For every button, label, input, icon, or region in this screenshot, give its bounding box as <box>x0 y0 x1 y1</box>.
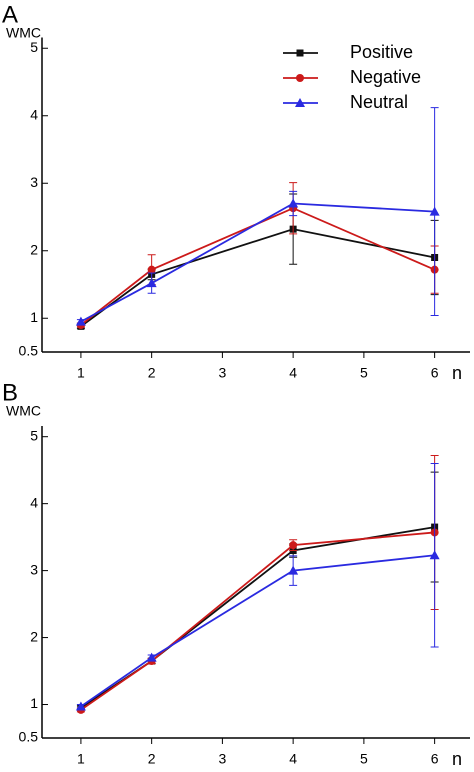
series-line <box>80 228 435 328</box>
y-tick-label: 2 <box>30 241 38 257</box>
marker <box>296 49 304 57</box>
x-tick-label: 4 <box>289 751 297 767</box>
x-tick-label: 4 <box>289 365 297 381</box>
y-tick-label: 3 <box>30 174 38 190</box>
x-tick-label: 2 <box>148 751 156 767</box>
marker <box>146 652 157 662</box>
marker <box>288 198 299 208</box>
y-tick-label: 4 <box>30 106 38 122</box>
panel-label: B <box>2 379 18 406</box>
series-line <box>80 554 435 708</box>
x-tick-label: 3 <box>218 751 226 767</box>
marker <box>296 74 304 82</box>
x-tick-label: 1 <box>77 751 85 767</box>
x-tick-label: 6 <box>431 751 439 767</box>
legend-label: Neutral <box>350 92 408 112</box>
marker <box>289 541 298 550</box>
y-tick-label: 3 <box>30 561 38 577</box>
y-tick-label: 5 <box>30 427 38 443</box>
marker <box>288 565 299 575</box>
marker <box>146 278 157 288</box>
series-line <box>80 207 435 326</box>
y-tick-label: 5 <box>30 39 38 55</box>
legend-label: Positive <box>350 42 413 62</box>
x-tick-label: 2 <box>148 365 156 381</box>
marker <box>295 98 305 107</box>
x-axis-label: n <box>452 749 462 769</box>
series-line <box>80 202 435 323</box>
marker <box>429 206 440 216</box>
y-tick-label: 0.5 <box>19 343 39 359</box>
marker <box>75 701 86 711</box>
y-tick-label: 1 <box>30 309 38 325</box>
series-line <box>80 531 435 711</box>
marker <box>147 265 156 274</box>
y-axis-label: WMC <box>6 25 41 41</box>
y-tick-label: 0.5 <box>19 729 39 745</box>
x-tick-label: 5 <box>360 751 368 767</box>
panel-label: A <box>2 1 18 28</box>
series-line <box>80 526 435 709</box>
x-tick-label: 6 <box>431 365 439 381</box>
x-axis-label: n <box>452 363 462 383</box>
legend-label: Negative <box>350 67 421 87</box>
x-tick-label: 5 <box>360 365 368 381</box>
x-tick-label: 3 <box>218 365 226 381</box>
marker <box>429 550 440 560</box>
marker <box>75 316 86 326</box>
y-axis-label: WMC <box>6 403 41 419</box>
y-tick-label: 2 <box>30 628 38 644</box>
y-tick-label: 1 <box>30 695 38 711</box>
y-tick-label: 4 <box>30 494 38 510</box>
x-tick-label: 1 <box>77 365 85 381</box>
